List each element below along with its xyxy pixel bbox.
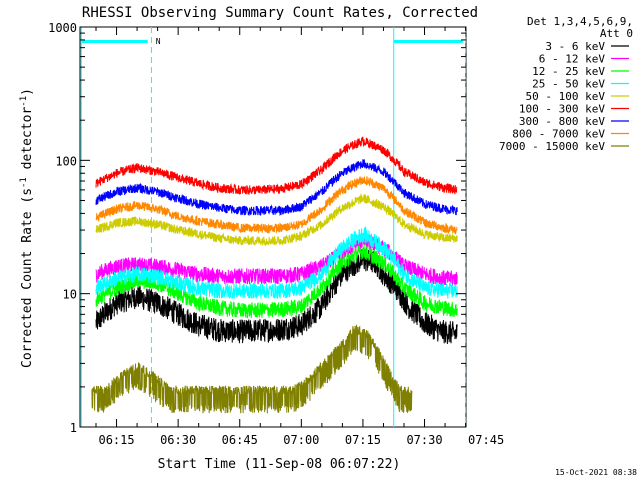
y-tick-label: 10 — [63, 288, 77, 302]
y-axis: 1 10 100 1000 — [48, 21, 466, 435]
series-layer — [91, 136, 458, 414]
plot-area: N 06:15 06:30 06:45 07:00 07:15 07:30 07:45 11… — [48, 21, 504, 447]
legend-label: 6 - 12 keV — [539, 53, 606, 66]
series-line — [95, 243, 458, 319]
x-tick-label: 07:00 — [283, 433, 319, 447]
legend-label: 3 - 6 keV — [545, 40, 605, 53]
series-line — [91, 324, 413, 414]
x-axis-label: Start Time (11-Sep-08 06:07:22) — [158, 457, 401, 472]
series-line — [95, 193, 458, 247]
night-bar — [82, 40, 148, 43]
x-tick-label: 06:30 — [160, 433, 196, 447]
y-axis-label-mid: detector — [20, 107, 35, 178]
series-line — [95, 225, 458, 299]
y-axis-label: Corrected Count Rate (s-1 detector-1) — [19, 88, 35, 368]
night-bar — [393, 40, 463, 43]
legend-label: 100 - 300 keV — [519, 103, 605, 116]
x-tick-label: 07:15 — [345, 433, 381, 447]
legend-label: 25 - 50 keV — [532, 78, 605, 91]
legend-label: 7000 - 15000 keV — [499, 140, 605, 153]
legend-label: 300 - 800 keV — [519, 115, 605, 128]
y-tick-label: 1 — [70, 421, 77, 435]
x-tick-label: 07:30 — [406, 433, 442, 447]
legend-header-detectors: Det 1,3,4,5,6,9, — [527, 15, 633, 28]
y-axis-label-sup2: -1 — [19, 96, 29, 107]
y-axis-label-start: Corrected Count Rate (s — [20, 188, 35, 368]
y-axis-label-sup1: -1 — [19, 177, 29, 188]
legend-header-attenuator: Att 0 — [600, 27, 633, 40]
y-tick-label: 100 — [55, 154, 77, 168]
y-axis-label-end: ) — [20, 88, 35, 96]
series-line — [95, 176, 458, 235]
x-axis: 06:15 06:30 06:45 07:00 07:15 07:30 07:45 — [95, 27, 504, 447]
night-marker-label: N — [156, 37, 161, 46]
x-tick-label: 06:45 — [222, 433, 258, 447]
x-tick-label: 07:45 — [468, 433, 504, 447]
legend-label: 12 - 25 keV — [532, 65, 605, 78]
series-line — [95, 159, 458, 217]
legend-label: 50 - 100 keV — [526, 90, 606, 103]
legend-label: 800 - 7000 keV — [512, 128, 605, 141]
timestamp: 15-Oct-2021 08:38 — [555, 468, 637, 477]
chart-title: RHESSI Observing Summary Count Rates, Co… — [82, 5, 478, 21]
series-line — [95, 232, 458, 286]
x-tick-label: 06:15 — [98, 433, 134, 447]
y-tick-label: 1000 — [48, 21, 77, 35]
series-line — [95, 136, 458, 195]
